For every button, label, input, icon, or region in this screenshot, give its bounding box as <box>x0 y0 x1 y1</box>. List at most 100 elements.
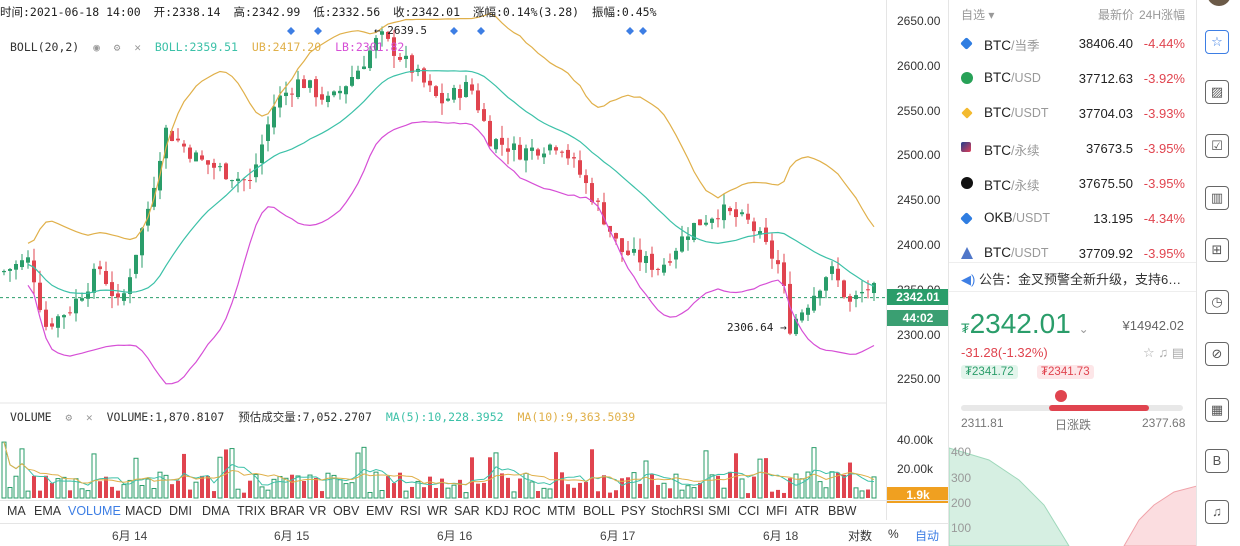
volume-bar <box>170 484 174 498</box>
settings-icon[interactable]: ⚙ <box>113 41 121 54</box>
volume-bar <box>547 488 553 499</box>
chart-icon[interactable]: ▨ <box>1205 80 1233 108</box>
indicator-macd[interactable]: MACD <box>125 504 162 518</box>
volume-bar <box>836 472 840 498</box>
document-b-icon[interactable]: B <box>1205 449 1233 477</box>
indicator-stochrsi[interactable]: StochRSI <box>651 504 704 518</box>
indicator-volume[interactable]: VOLUME <box>68 504 121 518</box>
bar-chart-lines-icon[interactable]: ▦ <box>1205 398 1233 426</box>
candle <box>20 253 24 270</box>
close-icon[interactable]: ✕ <box>86 411 93 424</box>
candle <box>326 91 330 108</box>
candle <box>50 317 54 330</box>
avatar[interactable] <box>1207 0 1231 6</box>
volume-bar <box>602 475 606 498</box>
candle <box>536 147 540 160</box>
date-axis: 对数 % 自动 6月 14 6月 15 6月 16 6月 17 6月 18 <box>0 523 948 543</box>
candle <box>668 253 672 266</box>
indicator-ma[interactable]: MA <box>7 504 26 518</box>
announcement-bar[interactable]: ◀) 公告：金叉预警全新升级，支持6… <box>949 262 1197 292</box>
indicator-mfi[interactable]: MFI <box>766 504 788 518</box>
chart-area[interactable]: ← 2639.5 2306.64 → 时间:2021-06-18 14:00 开:… <box>0 0 949 546</box>
watchlist-row[interactable]: BTC/永续 37673.5 -3.95% <box>949 132 1197 167</box>
star-icon[interactable]: ☆ <box>1143 345 1155 360</box>
indicator-bbw[interactable]: BBW <box>828 504 857 518</box>
chevron-down-icon[interactable]: ⌄ <box>1078 322 1089 336</box>
bar-chart-icon[interactable]: ▥ <box>1205 186 1233 214</box>
blue-diamond-icon <box>960 212 973 225</box>
indicator-dma[interactable]: DMA <box>202 504 230 518</box>
indicator-sar[interactable]: SAR <box>454 504 480 518</box>
indicator-trix[interactable]: TRIX <box>237 504 266 518</box>
watchlist-row[interactable]: OKB/USDT 13.195 -4.34% <box>949 202 1197 237</box>
indicator-atr[interactable]: ATR <box>795 504 820 518</box>
watchlist-row[interactable]: BTC/当季 38406.40 -4.44% <box>949 27 1197 62</box>
indicator-roc[interactable]: ROC <box>513 504 541 518</box>
boll-mid-value: BOLL:2359.51 <box>154 40 238 54</box>
last-price: ₮2342.01 ⌄ <box>961 308 1089 340</box>
volume-bar <box>398 472 402 498</box>
indicator-brar[interactable]: BRAR <box>270 504 305 518</box>
indicator-wr[interactable]: WR <box>427 504 448 518</box>
ohlc-low: 低:2332.56 <box>313 5 381 19</box>
watchlist-dropdown[interactable]: 自选 ▾ <box>961 8 995 22</box>
volume-bar <box>529 481 535 499</box>
pair-base: BTC <box>984 38 1011 53</box>
indicator-psy[interactable]: PSY <box>621 504 647 518</box>
indicator-kdj[interactable]: KDJ <box>485 504 509 518</box>
indicator-dmi[interactable]: DMI <box>169 504 192 518</box>
indicator-smi[interactable]: SMI <box>708 504 731 518</box>
headset-icon[interactable]: ♫ <box>1205 500 1233 528</box>
watchlist-row[interactable]: BTC/USD 37712.63 -3.92% <box>949 62 1197 97</box>
indicator-mtm[interactable]: MTM <box>547 504 576 518</box>
eye-icon[interactable]: ◉ <box>93 41 100 54</box>
indicator-emv[interactable]: EMV <box>366 504 394 518</box>
candle <box>26 250 30 269</box>
watchlist: BTC/当季 38406.40 -4.44% BTC/USD 37712.63 -3.92… <box>949 27 1197 260</box>
watchlist-star-icon[interactable]: ☆ <box>1205 30 1233 58</box>
checklist-icon[interactable]: ☑ <box>1205 134 1233 162</box>
volume-bar <box>541 487 547 499</box>
watchlist-row[interactable]: BTC/USDT 37709.92 -3.95% <box>949 237 1197 260</box>
add-window-icon[interactable]: ⊞ <box>1205 238 1233 266</box>
alarm-clock-icon[interactable]: ◷ <box>1205 290 1233 318</box>
candle <box>764 218 768 245</box>
price-axis[interactable]: 2650.00 2600.00 2550.00 2500.00 2450.00 2400.… <box>886 0 949 520</box>
indicator-obv[interactable]: OBV <box>333 504 360 518</box>
indicator-boll[interactable]: BOLL <box>583 504 615 518</box>
price-tick-label: 2450.00 <box>897 193 941 207</box>
indicator-rsi[interactable]: RSI <box>400 504 421 518</box>
volume-indicator-name: VOLUME <box>10 410 52 424</box>
candle <box>32 248 36 295</box>
volume-bar <box>560 472 564 498</box>
volume-tick-label: 40.00k <box>897 433 934 447</box>
candle <box>638 238 642 272</box>
settings-icon[interactable]: ⚙ <box>65 411 73 424</box>
watchlist-row[interactable]: BTC/永续 37675.50 -3.95% <box>949 167 1197 202</box>
log-scale-toggle[interactable]: 对数 <box>848 529 873 543</box>
volume-bar <box>638 483 642 498</box>
candle <box>830 261 834 281</box>
indicator-vr[interactable]: VR <box>309 504 327 518</box>
signal-marker <box>287 27 295 35</box>
volume-bar <box>805 471 811 499</box>
volume-bar <box>752 476 756 498</box>
close-icon[interactable]: ✕ <box>134 41 141 54</box>
doc-icon[interactable]: ▤ <box>1171 345 1184 360</box>
auto-scale-toggle[interactable]: 自动 <box>915 529 940 543</box>
volume-bar <box>596 491 600 498</box>
volume-bar <box>739 478 745 499</box>
percent-scale-toggle[interactable]: % <box>888 527 899 541</box>
compass-icon[interactable]: ⊘ <box>1205 342 1233 370</box>
bell-icon[interactable]: ♫ <box>1158 345 1169 360</box>
candle <box>548 143 552 155</box>
candlestick-chart[interactable]: ← 2639.5 2306.64 → <box>0 0 886 500</box>
high-annotation: ← 2639.5 <box>374 24 427 37</box>
candle <box>848 293 852 312</box>
volume-bar <box>163 474 169 499</box>
volume-bar <box>788 478 792 498</box>
indicator-ema[interactable]: EMA <box>34 504 62 518</box>
watchlist-row[interactable]: BTC/USDT 37704.03 -3.93% <box>949 97 1197 132</box>
indicator-cci[interactable]: CCI <box>738 504 760 518</box>
volume-bar <box>259 486 265 499</box>
